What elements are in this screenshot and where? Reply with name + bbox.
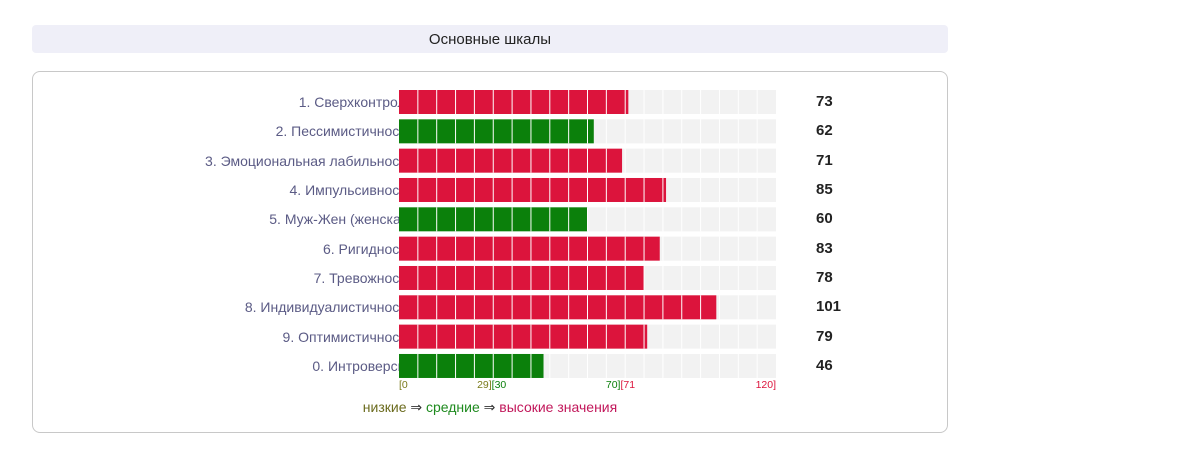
legend-low: низкие <box>362 399 407 415</box>
value-label: 83 <box>816 239 833 257</box>
legend-arrow-2: ⇒ <box>483 399 496 415</box>
bar <box>399 324 648 349</box>
scale-tick-label: 29][30 <box>477 379 506 391</box>
bar <box>399 177 667 202</box>
bar <box>399 265 645 290</box>
category-label: 4. Импульсивность <box>289 181 413 198</box>
scale-tick-label: 70][71 <box>606 379 635 391</box>
value-label: 78 <box>816 268 833 286</box>
value-label: 101 <box>816 298 842 316</box>
category-labels: 1. Сверхконтроль 2. Пессимистичность 3. Эм… <box>73 72 413 432</box>
category-label: 8. Индивидуалистичность <box>244 299 413 316</box>
value-label: 46 <box>816 356 833 374</box>
value-label: 71 <box>816 151 833 169</box>
bar <box>399 90 629 114</box>
section-header: Основные шкалы <box>32 25 948 53</box>
category-label: 2. Пессимистичность <box>275 123 413 140</box>
bar <box>399 148 623 173</box>
legend-arrow-1: ⇒ <box>410 399 423 415</box>
value-label: 73 <box>816 93 833 110</box>
chart-card: 1. Сверхконтроль 2. Пессимистичность 3. Эм… <box>32 71 948 433</box>
legend-mid: средние <box>426 399 480 415</box>
section-title: Основные шкалы <box>428 30 552 48</box>
value-label: 79 <box>816 327 833 345</box>
category-label: 9. Оптимистичность <box>282 328 413 345</box>
scale-tick-label: 120] <box>756 379 777 391</box>
category-label: 0. Интроверсия <box>312 357 413 374</box>
legend: низкие ⇒ средние ⇒ высокие значения <box>33 399 947 416</box>
scale-tick-label: [0 <box>399 379 408 391</box>
value-label: 62 <box>816 122 833 140</box>
category-label: 6. Ригидность <box>322 240 413 257</box>
value-label: 60 <box>816 210 833 228</box>
value-label: 85 <box>816 180 833 198</box>
bar <box>399 295 717 320</box>
category-label: 1. Сверхконтроль <box>298 94 413 110</box>
bar <box>399 353 544 378</box>
legend-high: высокие значения <box>499 399 618 415</box>
category-label: 5. Муж-Жен (женская) <box>269 211 413 228</box>
bar-chart: [0 29][30 70][71 120] <box>399 90 777 391</box>
bar <box>399 236 660 261</box>
category-label: 7. Тревожность <box>313 269 413 286</box>
category-label: 3. Эмоциональная лабильность <box>205 152 413 169</box>
bar <box>399 119 594 144</box>
